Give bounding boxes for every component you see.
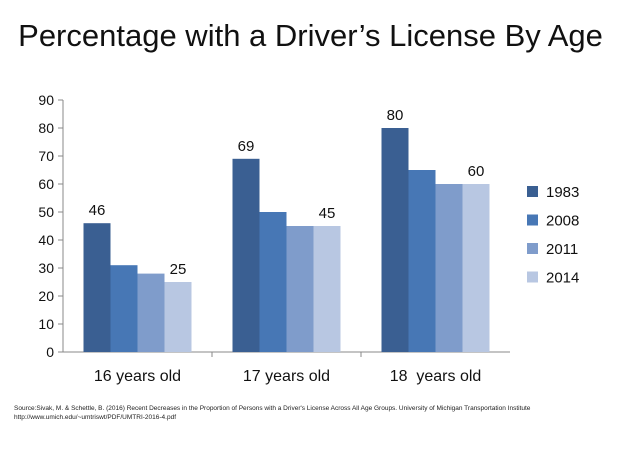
bar: [137, 273, 165, 352]
data-label: 46: [89, 202, 106, 219]
bar: [286, 226, 314, 352]
bar: [83, 223, 111, 352]
y-tick-label: 0: [46, 344, 54, 360]
data-label: 60: [468, 163, 485, 180]
y-tick-label: 30: [38, 260, 54, 276]
y-tick-label: 20: [38, 288, 54, 304]
x-category-label: 17 years old: [243, 368, 330, 385]
y-tick-label: 90: [38, 92, 54, 108]
x-category-label: 16 years old: [94, 368, 181, 385]
bar: [462, 184, 490, 352]
bar: [259, 212, 287, 352]
legend-label: 1983: [546, 184, 579, 201]
data-label: 45: [319, 205, 336, 222]
y-tick-label: 70: [38, 148, 54, 164]
bar: [408, 170, 436, 352]
y-tick-label: 80: [38, 120, 54, 136]
chart-title: Percentage with a Driver’s License By Ag…: [18, 18, 603, 53]
legend-label: 2014: [546, 270, 579, 287]
bar: [110, 265, 138, 352]
y-tick-label: 50: [38, 204, 54, 220]
legend-swatch: [527, 271, 538, 283]
bar-chart: 0 10 20 30 40 50 60 70 80 90 16 years old 17 years …: [38, 92, 579, 385]
y-tick-label: 10: [38, 316, 54, 332]
legend-swatch: [527, 214, 538, 226]
source-text: Source:Sivak, M. & Schettle, B. (2016) R…: [14, 405, 531, 412]
legend-swatch: [527, 186, 538, 197]
source-citation: Source:Sivak, M. & Schettle, B. (2016) R…: [14, 404, 614, 422]
legend-swatch: [527, 243, 538, 254]
bar: [164, 282, 192, 352]
data-label: 80: [387, 107, 404, 124]
bar: [232, 158, 260, 352]
y-tick-label: 60: [38, 176, 54, 192]
bar: [435, 184, 463, 352]
bar: [313, 226, 341, 352]
y-tick-label: 40: [38, 232, 54, 248]
bar: [381, 128, 409, 352]
x-category-label: 18 years old: [390, 368, 482, 385]
legend-label: 2011: [546, 241, 578, 258]
data-label: 25: [170, 261, 187, 278]
data-label: 69: [238, 138, 255, 155]
legend-label: 2008: [546, 213, 579, 230]
source-url: http://www.umich.edu/~umtriswt/PDF/UMTRI…: [14, 414, 177, 421]
